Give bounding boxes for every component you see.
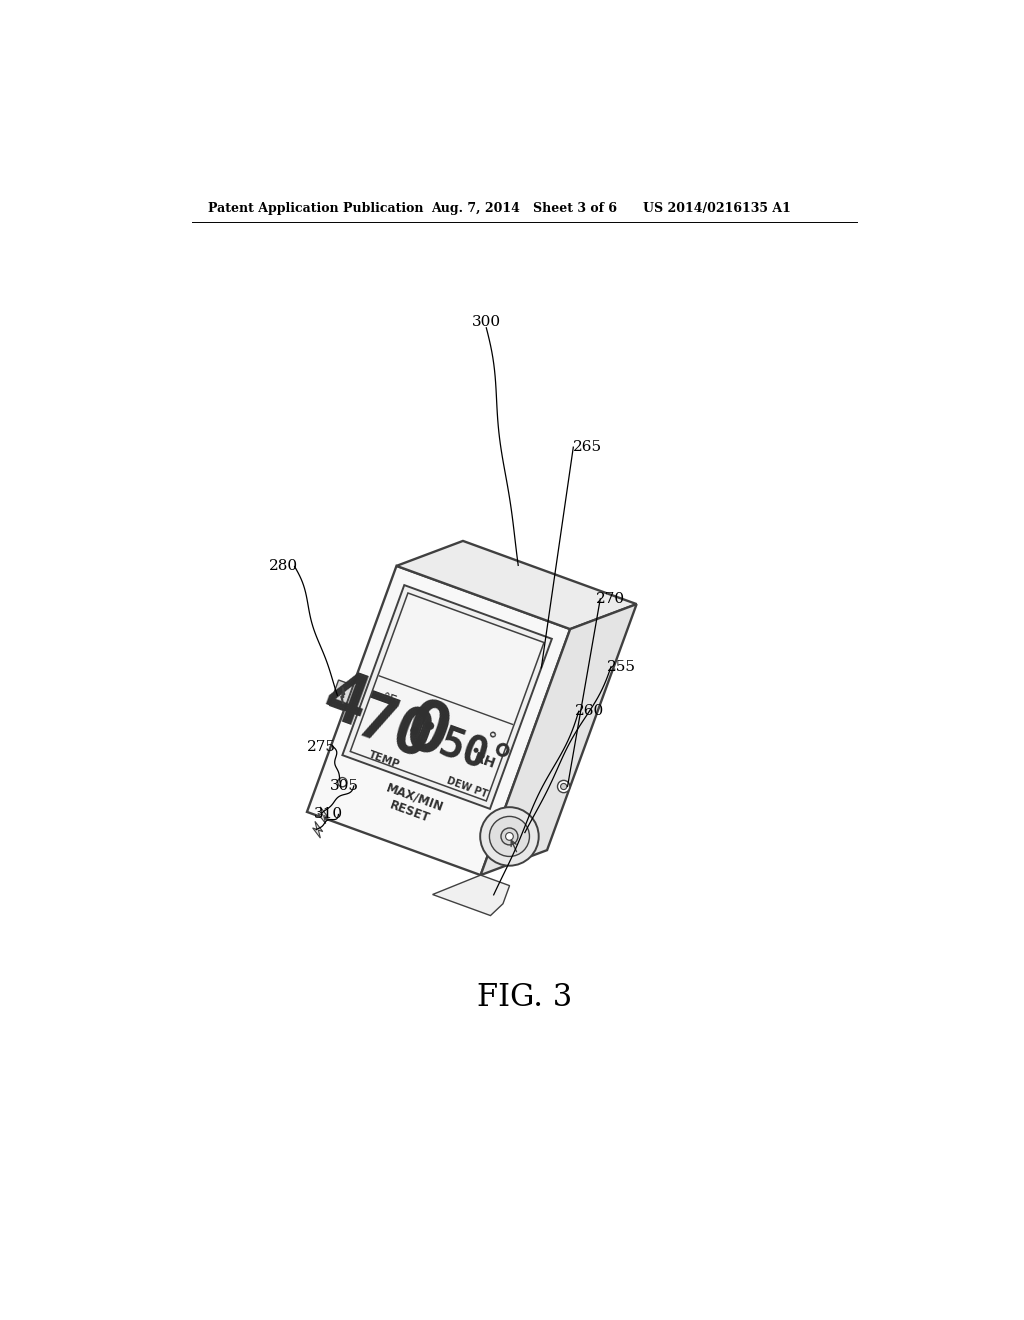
Text: 265: 265 [572, 440, 602, 454]
Polygon shape [312, 821, 323, 838]
Text: 310: 310 [314, 808, 343, 821]
Circle shape [489, 816, 529, 857]
Circle shape [480, 807, 539, 866]
Polygon shape [307, 566, 570, 875]
Circle shape [338, 777, 347, 787]
Text: FIG. 3: FIG. 3 [477, 982, 572, 1014]
Text: 70: 70 [348, 688, 441, 772]
Text: RESET: RESET [387, 799, 431, 825]
Circle shape [560, 784, 566, 789]
Text: 305: 305 [330, 779, 359, 793]
Text: 270: 270 [596, 591, 625, 606]
Text: 50°: 50° [432, 721, 517, 787]
Text: 275: 275 [307, 739, 336, 754]
Polygon shape [432, 875, 510, 916]
Text: 4 0: 4 0 [313, 663, 460, 772]
Text: 280: 280 [268, 560, 298, 573]
Text: RH: RH [471, 751, 498, 772]
Polygon shape [396, 541, 637, 630]
Text: US 2014/0216135 A1: US 2014/0216135 A1 [643, 202, 791, 215]
Text: °: ° [482, 730, 498, 751]
Text: DEW PT: DEW PT [445, 775, 488, 799]
Polygon shape [317, 807, 328, 824]
Text: TEMP: TEMP [368, 750, 401, 770]
Circle shape [501, 828, 518, 845]
Polygon shape [480, 605, 637, 875]
Text: Patent Application Publication: Patent Application Publication [208, 202, 423, 215]
Text: 255: 255 [607, 660, 636, 673]
Text: °F: °F [380, 690, 399, 709]
Text: MAX/MIN: MAX/MIN [384, 781, 445, 814]
Circle shape [506, 833, 513, 841]
Text: 300: 300 [472, 314, 501, 329]
Text: 260: 260 [574, 705, 604, 718]
Polygon shape [350, 593, 544, 801]
Polygon shape [342, 585, 552, 809]
Circle shape [557, 780, 569, 793]
Text: Aug. 7, 2014   Sheet 3 of 6: Aug. 7, 2014 Sheet 3 of 6 [431, 202, 616, 215]
Polygon shape [341, 688, 345, 704]
Polygon shape [330, 680, 353, 710]
